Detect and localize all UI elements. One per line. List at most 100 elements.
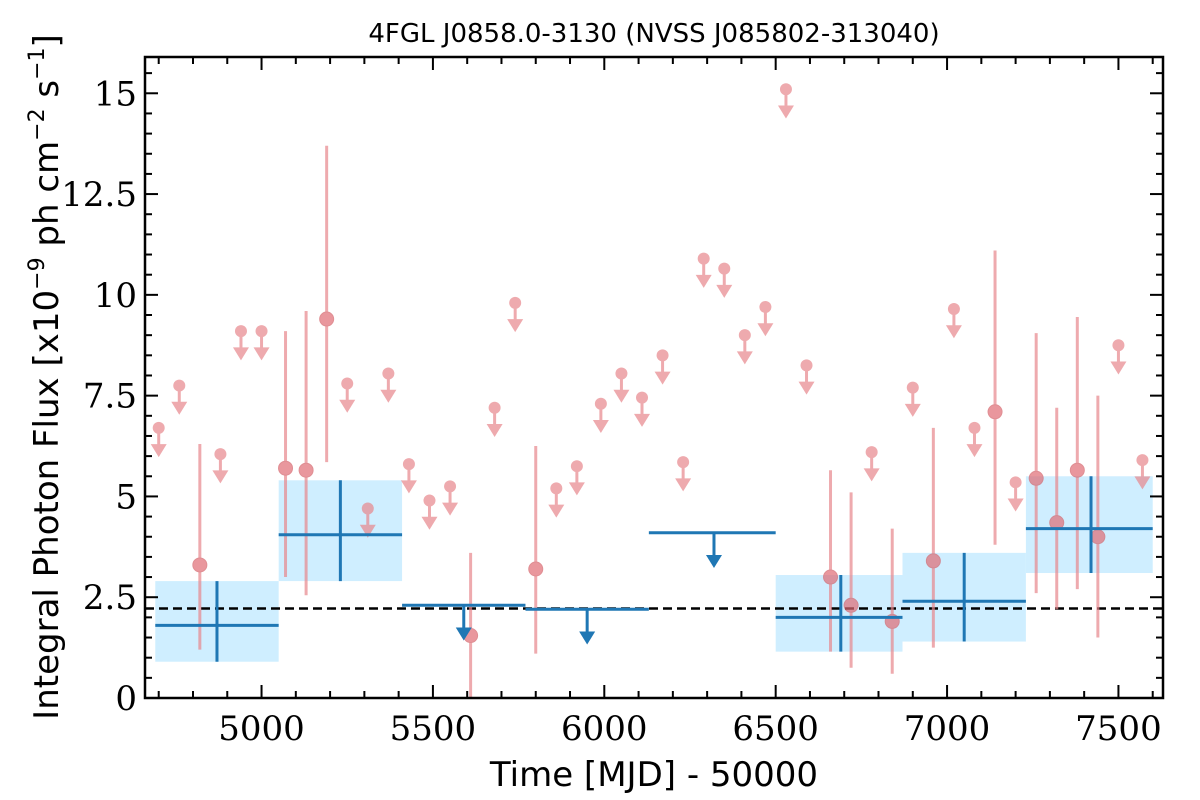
- short-bin-point: [171, 379, 188, 415]
- short-bin-point: [442, 480, 459, 516]
- upper-limit-arrow: [966, 444, 983, 458]
- short-bin-point: [380, 367, 397, 403]
- short-bin-point: [863, 446, 880, 482]
- long-bin-band: [1025, 476, 1153, 574]
- upper-limit-arrow: [757, 323, 774, 337]
- short-bin-point: [1110, 339, 1127, 375]
- short-bin-point: [695, 252, 712, 288]
- short-bin-point: [966, 421, 983, 458]
- chart-title: 4FGL J0858.0-3130 (NVSS J085802-313040): [368, 19, 939, 49]
- x-axis-label: Time [MJD] - 50000: [489, 755, 818, 795]
- upper-limit-arrow: [1110, 361, 1127, 375]
- x-tick-label: 7000: [904, 709, 991, 749]
- detection-marker: [192, 557, 208, 573]
- upper-limit-marker: [656, 349, 669, 362]
- short-bin-point: [298, 310, 314, 596]
- detection-marker: [1028, 470, 1044, 486]
- short-bin-point: [339, 377, 356, 413]
- short-bin-point: [359, 502, 376, 538]
- y-tick-label: 0: [115, 679, 137, 719]
- upper-limit-arrow: [1134, 476, 1151, 490]
- x-tick-label: 6500: [732, 709, 819, 749]
- x-tick-label: 5000: [218, 709, 305, 749]
- short-bin-point: [634, 391, 651, 427]
- long-bin-band: [775, 575, 903, 652]
- upper-limit-marker: [152, 421, 165, 434]
- upper-limit-arrow: [777, 105, 794, 119]
- detection-marker: [528, 561, 544, 577]
- short-bin-point: [1069, 317, 1085, 590]
- y-axis-label: Integral Photon Flux [x10−9 ph cm−2 s−1]: [25, 34, 67, 720]
- upper-limit-arrow: [736, 351, 753, 365]
- upper-limit-marker: [800, 359, 813, 372]
- upper-limit-arrow: [904, 403, 921, 417]
- upper-limit-arrow: [592, 419, 609, 433]
- upper-limit-arrow: [695, 274, 712, 288]
- short-bin-point: [592, 397, 609, 433]
- short-bin-point: [232, 325, 249, 361]
- upper-limit-marker: [1136, 454, 1149, 467]
- upper-limit-arrow: [798, 381, 815, 395]
- upper-limit-marker: [718, 262, 731, 275]
- upper-limit-marker: [173, 379, 186, 392]
- short-bin-point: [192, 444, 208, 650]
- short-bin-point: [507, 296, 524, 333]
- upper-limit-marker: [382, 367, 395, 380]
- upper-limit-marker: [968, 421, 981, 434]
- upper-limit-marker: [423, 494, 436, 507]
- short-bin-point: [987, 250, 1003, 545]
- axis-ticks: 5000 5500 6000 6500 7000 7500 0 2.5 5 7.5 10 12.5 15: [61, 57, 1163, 749]
- upper-limit-arrow: [675, 478, 692, 492]
- upper-limit-arrow: [339, 399, 356, 413]
- upper-limit-marker: [402, 458, 415, 471]
- short-bin-point: [716, 262, 733, 298]
- detection-marker: [298, 462, 314, 478]
- upper-limit-marker: [1112, 339, 1125, 352]
- long-bin-points: [155, 476, 1153, 662]
- upper-limit-arrow: [380, 389, 397, 403]
- upper-limit-marker: [341, 377, 354, 390]
- upper-limit-arrow: [568, 482, 585, 496]
- y-tick-label: 12.5: [61, 175, 137, 215]
- detection-marker: [823, 569, 839, 585]
- short-bin-point: [319, 145, 335, 463]
- upper-limit-marker: [738, 329, 751, 342]
- y-tick-label: 2.5: [83, 578, 137, 618]
- upper-limit-marker: [677, 456, 690, 469]
- upper-limit-marker: [1009, 476, 1022, 489]
- short-bin-point: [843, 492, 859, 668]
- detection-marker: [925, 553, 941, 569]
- long-bin-limit-arrow: [579, 631, 596, 645]
- x-tick-label: 6000: [561, 709, 648, 749]
- short-bin-point: [675, 456, 692, 492]
- short-bin-point: [212, 448, 229, 484]
- upper-limit-arrow: [232, 347, 249, 361]
- upper-limit-arrow: [212, 470, 229, 484]
- upper-limit-marker: [361, 502, 374, 515]
- upper-limit-arrow: [150, 444, 167, 458]
- short-bin-point: [904, 381, 921, 417]
- upper-limit-arrow: [634, 413, 651, 427]
- upper-limit-marker: [488, 401, 501, 414]
- upper-limit-marker: [906, 381, 919, 394]
- upper-limit-marker: [697, 252, 710, 265]
- short-bin-point: [925, 427, 941, 648]
- upper-limit-marker: [947, 302, 960, 315]
- long-bin-limit-arrow: [455, 627, 472, 641]
- y-tick-label: 5: [115, 477, 137, 517]
- detection-marker: [319, 311, 335, 327]
- short-bin-point: [528, 446, 544, 654]
- upper-limit-arrow: [486, 423, 503, 437]
- upper-limit-arrow: [548, 504, 565, 518]
- plot-frame: [143, 55, 1165, 700]
- upper-limit-arrow: [863, 468, 880, 482]
- short-bin-point: [400, 458, 417, 494]
- upper-limit-arrow: [171, 401, 188, 415]
- upper-limit-marker: [594, 397, 607, 410]
- y-tick-label: 15: [94, 74, 137, 114]
- short-bin-point: [777, 83, 794, 119]
- upper-limit-marker: [759, 300, 772, 313]
- upper-limit-arrow: [945, 325, 962, 339]
- long-bin-limit-arrow: [705, 554, 722, 568]
